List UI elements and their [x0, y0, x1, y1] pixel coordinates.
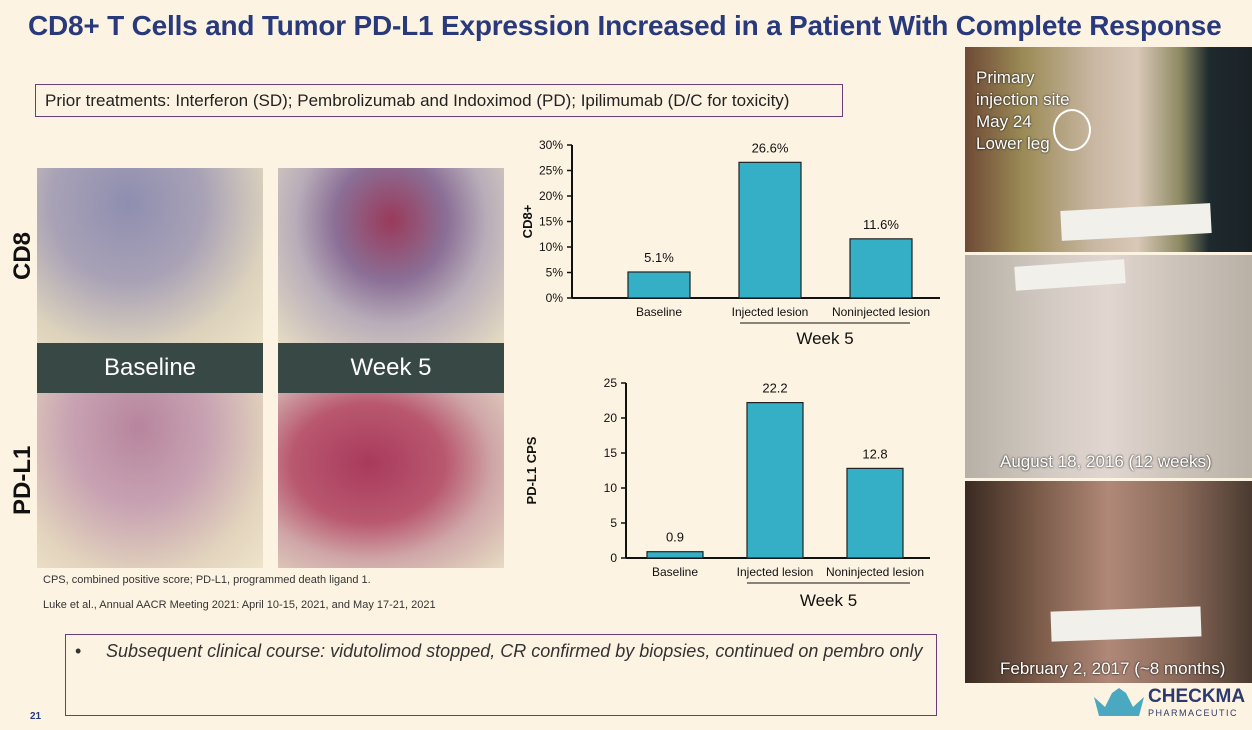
bar-baseline: [646, 551, 704, 559]
category-label: Baseline: [636, 305, 682, 319]
prior-treatments-box: Prior treatments: Interferon (SD); Pembr…: [35, 84, 843, 117]
data-label: 0.9: [666, 530, 684, 545]
category-label: Injected lesion: [732, 305, 809, 319]
y-tick-label: 15: [604, 446, 618, 460]
ruler: [1050, 606, 1202, 642]
page-number: 21: [30, 711, 42, 722]
data-label: 5.1%: [644, 250, 674, 265]
data-label: 12.8: [862, 446, 887, 461]
injection-site-circle: [1053, 109, 1091, 151]
y-tick-label: 10: [604, 481, 618, 495]
checkmate-logo: CHECKMA PHARMACEUTIC: [1092, 686, 1248, 724]
y-tick-label: 25: [604, 376, 618, 390]
bar-baseline: [627, 271, 691, 299]
category-label: Noninjected lesion: [832, 305, 930, 319]
bullet-icon: •: [75, 641, 82, 661]
clinical-course-text: Subsequent clinical course: vidutolimod …: [106, 641, 923, 661]
ruler: [1060, 203, 1212, 241]
category-label: Noninjected lesion: [826, 565, 924, 579]
y-tick-label: 25%: [539, 164, 563, 178]
y-tick-label: 5: [610, 516, 617, 530]
cd8-bar-chart: 0% 5% 10% 15% 20% 25% 30% 5.1% Baseline 26.6% Inje…: [520, 138, 940, 348]
photo-caption-line: May 24: [976, 112, 1032, 131]
column-label-week5: Week 5: [278, 343, 504, 393]
data-label: 11.6%: [863, 217, 899, 232]
pdl1-week5-image: [278, 393, 504, 568]
bar-noninjected-lesion: [849, 238, 913, 299]
row-label-cd8: CD8: [9, 232, 36, 281]
photo-caption-line: Primary: [976, 68, 1035, 87]
data-label: 22.2: [762, 381, 787, 396]
photo-caption: February 2, 2017 (~8 months): [1000, 659, 1226, 678]
cd8-week5-image: [278, 168, 504, 343]
bar-noninjected-lesion: [846, 467, 904, 559]
group-label: Week 5: [800, 591, 857, 610]
cd8-baseline-image: [37, 168, 263, 343]
clinical-course-box: • Subsequent clinical course: vidutolimo…: [65, 634, 937, 716]
bar-injected-lesion: [746, 401, 804, 559]
photo-primary-injection-site: Primary injection site May 24 Lower leg: [965, 47, 1252, 252]
pdl1-cps-bar-chart: 0 5 10 15 20 25 0.9 Baseline 22.2 Injected lesion…: [524, 376, 930, 610]
photo-caption-line: injection site: [976, 90, 1070, 109]
group-label: Week 5: [796, 329, 853, 348]
category-label: Baseline: [652, 565, 698, 579]
ruler: [1014, 259, 1126, 291]
y-tick-label: 5%: [546, 266, 564, 280]
y-tick-label: 0%: [546, 291, 564, 305]
row-label-pdl1: PD-L1: [9, 445, 36, 515]
photo-caption-line: Lower leg: [976, 134, 1050, 153]
y-tick-label: 30%: [539, 138, 563, 152]
photo-february-2017: February 2, 2017 (~8 months): [965, 481, 1252, 683]
photo-august-2016: August 18, 2016 (12 weeks): [965, 255, 1252, 478]
footnote-abbreviations: CPS, combined positive score; PD-L1, pro…: [43, 574, 371, 586]
slide-title: CD8+ T Cells and Tumor PD-L1 Expression …: [28, 10, 1222, 41]
column-label-baseline: Baseline: [37, 343, 263, 393]
pdl1-baseline-image: [37, 393, 263, 568]
footnote-reference: Luke et al., Annual AACR Meeting 2021: A…: [43, 599, 436, 611]
y-axis-label: PD-L1 CPS: [524, 436, 539, 504]
data-label: 26.6%: [752, 140, 789, 155]
y-tick-label: 15%: [539, 215, 563, 229]
y-tick-label: 10%: [539, 240, 563, 254]
bar-injected-lesion: [738, 161, 802, 299]
crown-icon: [1094, 688, 1144, 716]
y-tick-label: 0: [610, 551, 617, 565]
photo-caption: August 18, 2016 (12 weeks): [1000, 452, 1212, 471]
y-tick-label: 20: [604, 411, 618, 425]
y-tick-label: 20%: [539, 189, 563, 203]
category-label: Injected lesion: [737, 565, 814, 579]
y-axis-label: CD8+: [520, 204, 535, 238]
